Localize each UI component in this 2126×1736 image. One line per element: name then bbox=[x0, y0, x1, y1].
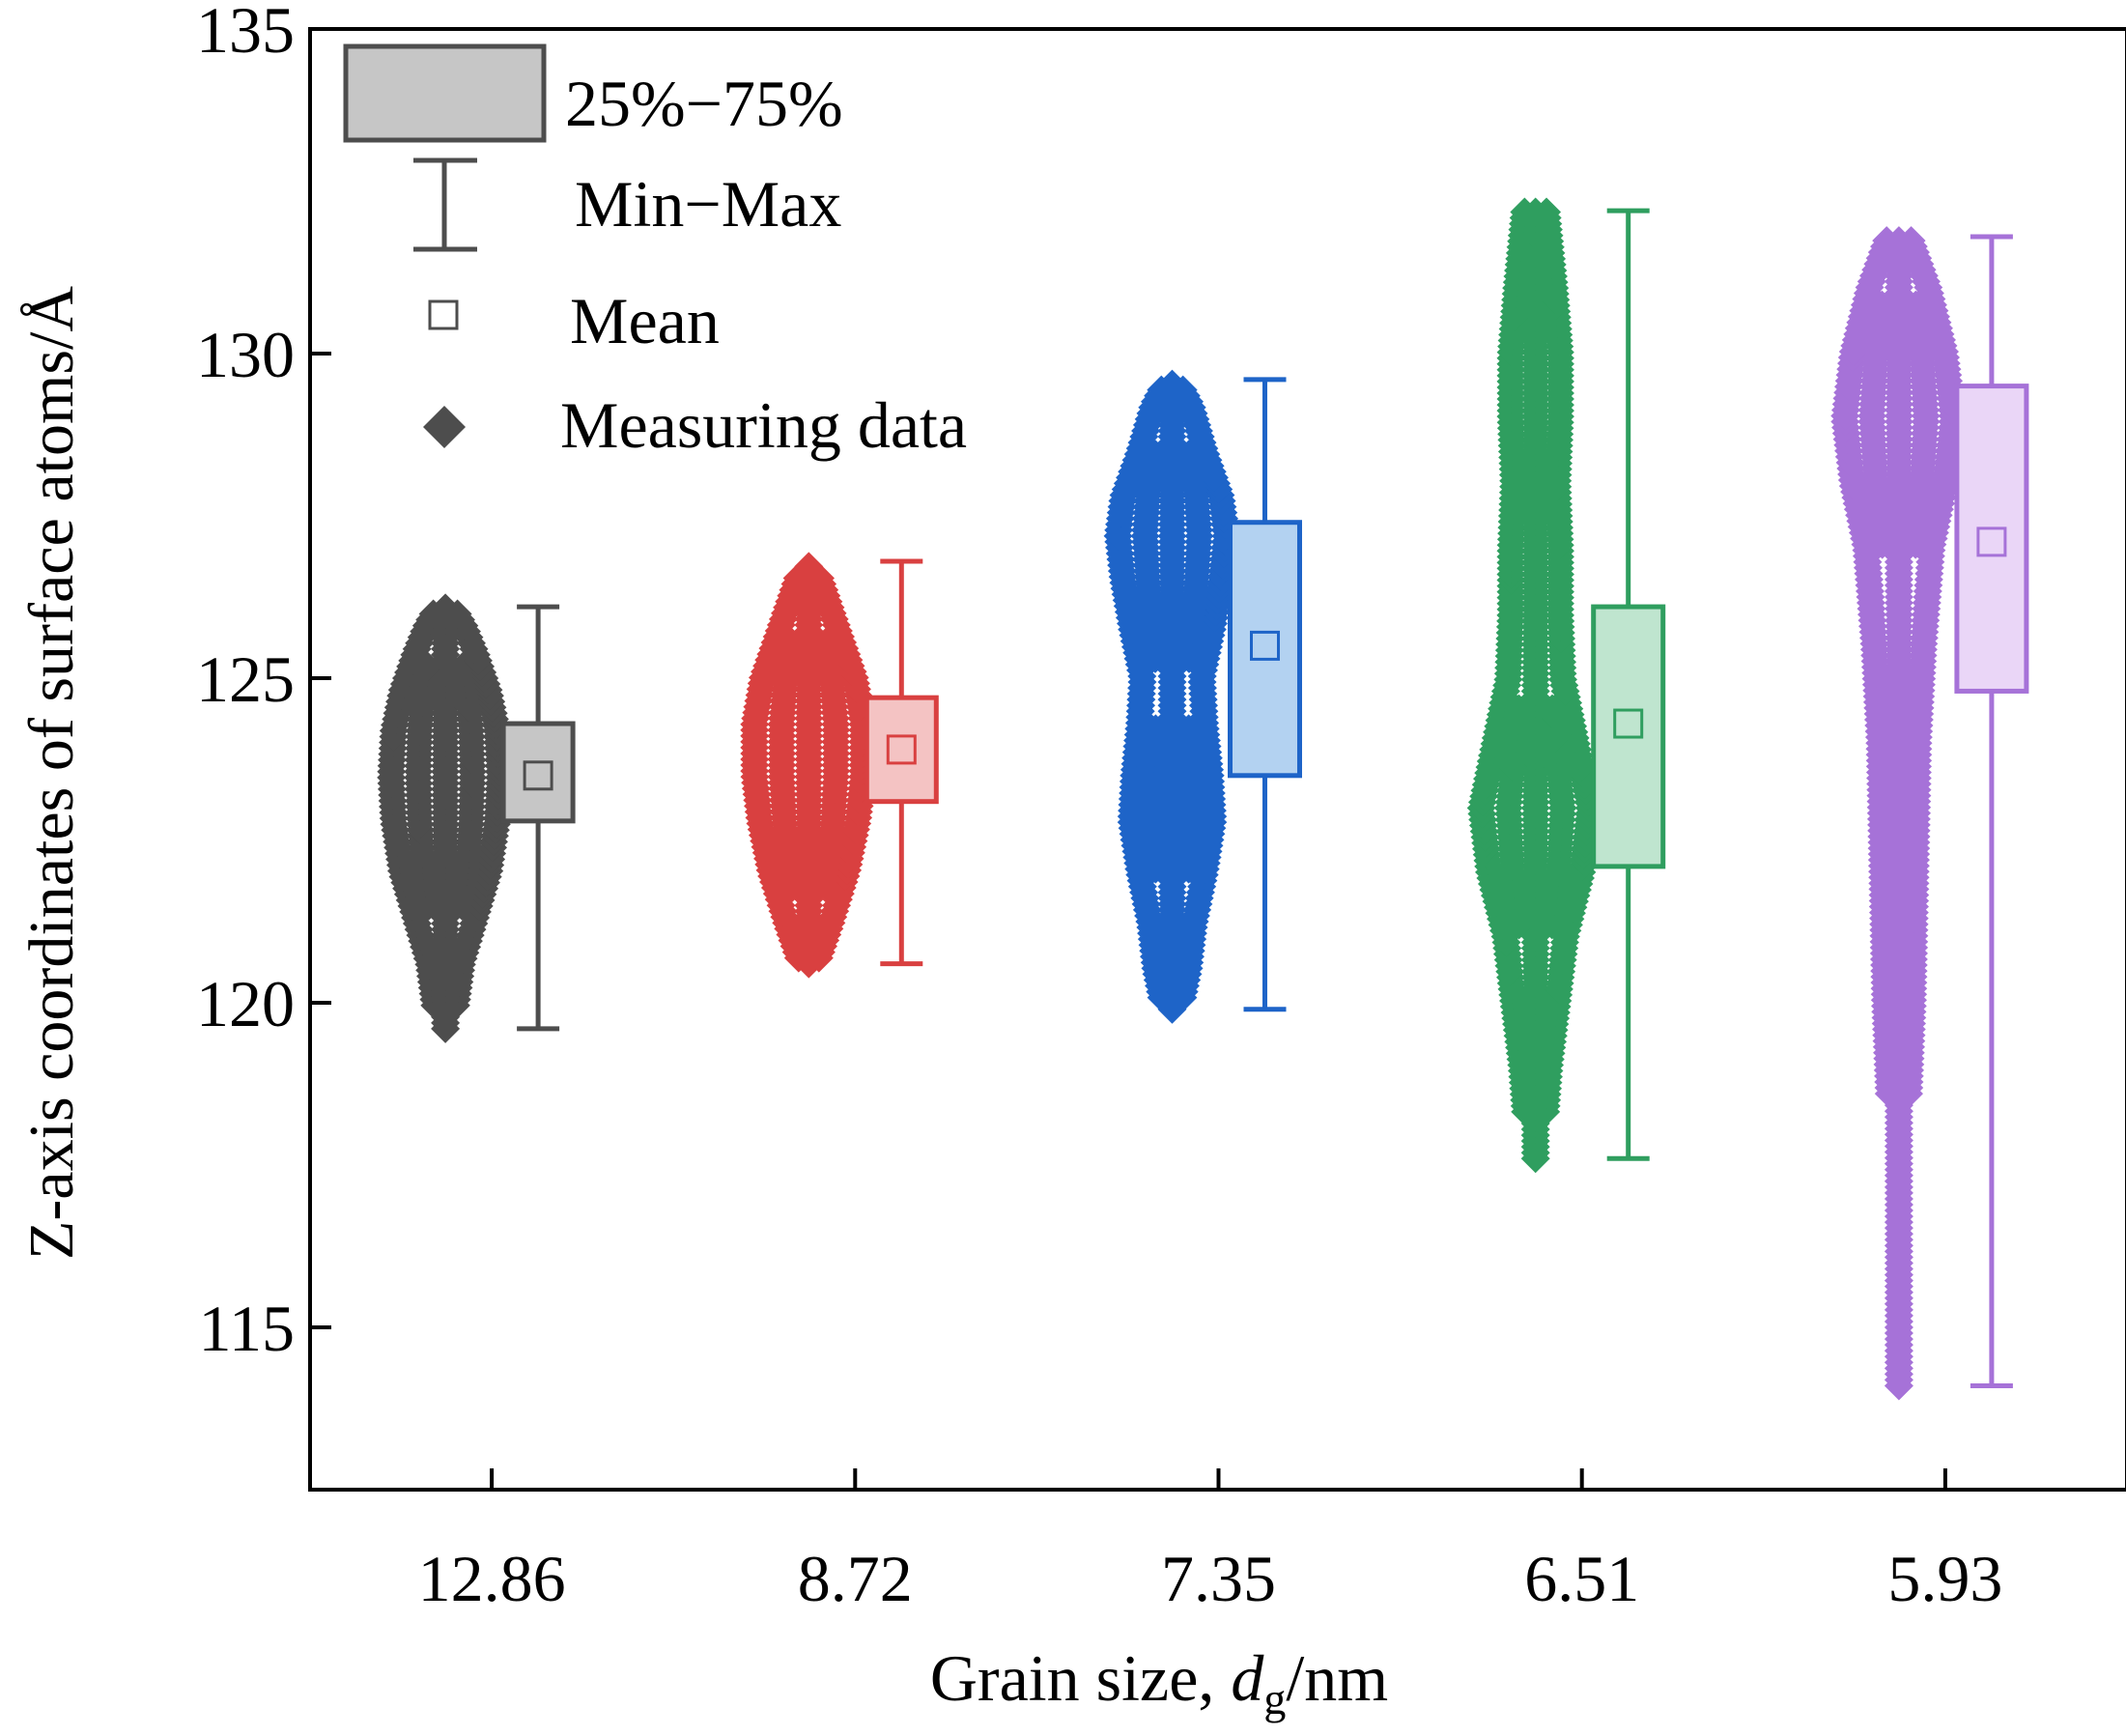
y-tick-label: 125 bbox=[196, 642, 295, 716]
series-8.72 bbox=[740, 552, 939, 979]
legend-label-data: Measuring data bbox=[560, 388, 967, 462]
x-tick-label: 5.93 bbox=[1887, 1542, 2002, 1615]
y-tick-label: 120 bbox=[196, 967, 295, 1040]
y-axis: 115 120 125 130 135 bbox=[196, 0, 331, 1365]
mean-marker bbox=[1250, 630, 1280, 661]
legend-data-swatch bbox=[423, 406, 466, 448]
mean-marker bbox=[886, 734, 917, 765]
data-point bbox=[1532, 197, 1562, 227]
legend: 25%−75% Min−Max Mean Measuring data bbox=[343, 43, 967, 462]
legend-mean-swatch bbox=[428, 299, 459, 330]
mean-marker bbox=[1613, 708, 1644, 739]
data-point bbox=[431, 593, 461, 623]
y-tick-label: 115 bbox=[199, 1292, 295, 1365]
x-axis-label: Grain size, dg/nm bbox=[930, 1641, 1388, 1723]
legend-whisker-swatch bbox=[413, 157, 477, 252]
data-point bbox=[1872, 226, 1902, 256]
x-tick-label: 7.35 bbox=[1161, 1542, 1276, 1615]
x-axis: 12.86 8.72 7.35 6.51 5.93 bbox=[418, 1468, 2002, 1615]
mean-marker bbox=[523, 760, 553, 791]
x-tick-label: 12.86 bbox=[418, 1542, 566, 1615]
plot-area bbox=[377, 197, 2029, 1401]
mean-marker bbox=[1976, 526, 2007, 557]
box-iqr bbox=[500, 721, 576, 824]
box-iqr bbox=[1228, 520, 1302, 779]
x-tick-label: 8.72 bbox=[798, 1542, 913, 1615]
data-point bbox=[794, 552, 824, 582]
series-5.93 bbox=[1830, 226, 2029, 1401]
y-tick-label: 135 bbox=[196, 0, 295, 67]
y-tick-label: 130 bbox=[196, 318, 295, 391]
data-point bbox=[1510, 197, 1540, 227]
x-tick-label: 6.51 bbox=[1524, 1542, 1639, 1615]
series-12.86 bbox=[377, 593, 576, 1043]
legend-label-box: 25%−75% bbox=[565, 67, 843, 140]
legend-box-swatch bbox=[343, 43, 547, 143]
series-6.51 bbox=[1466, 197, 1666, 1174]
legend-label-minmax: Min−Max bbox=[575, 167, 841, 241]
box-iqr bbox=[864, 695, 939, 805]
legend-label-mean: Mean bbox=[570, 284, 720, 357]
data-point bbox=[1896, 226, 1926, 256]
data-point bbox=[1157, 369, 1187, 399]
series-7.35 bbox=[1103, 369, 1302, 1024]
box-iqr bbox=[1954, 384, 2029, 694]
y-axis-label: Z-axis coordinates of surface atoms/Å bbox=[16, 286, 87, 1260]
